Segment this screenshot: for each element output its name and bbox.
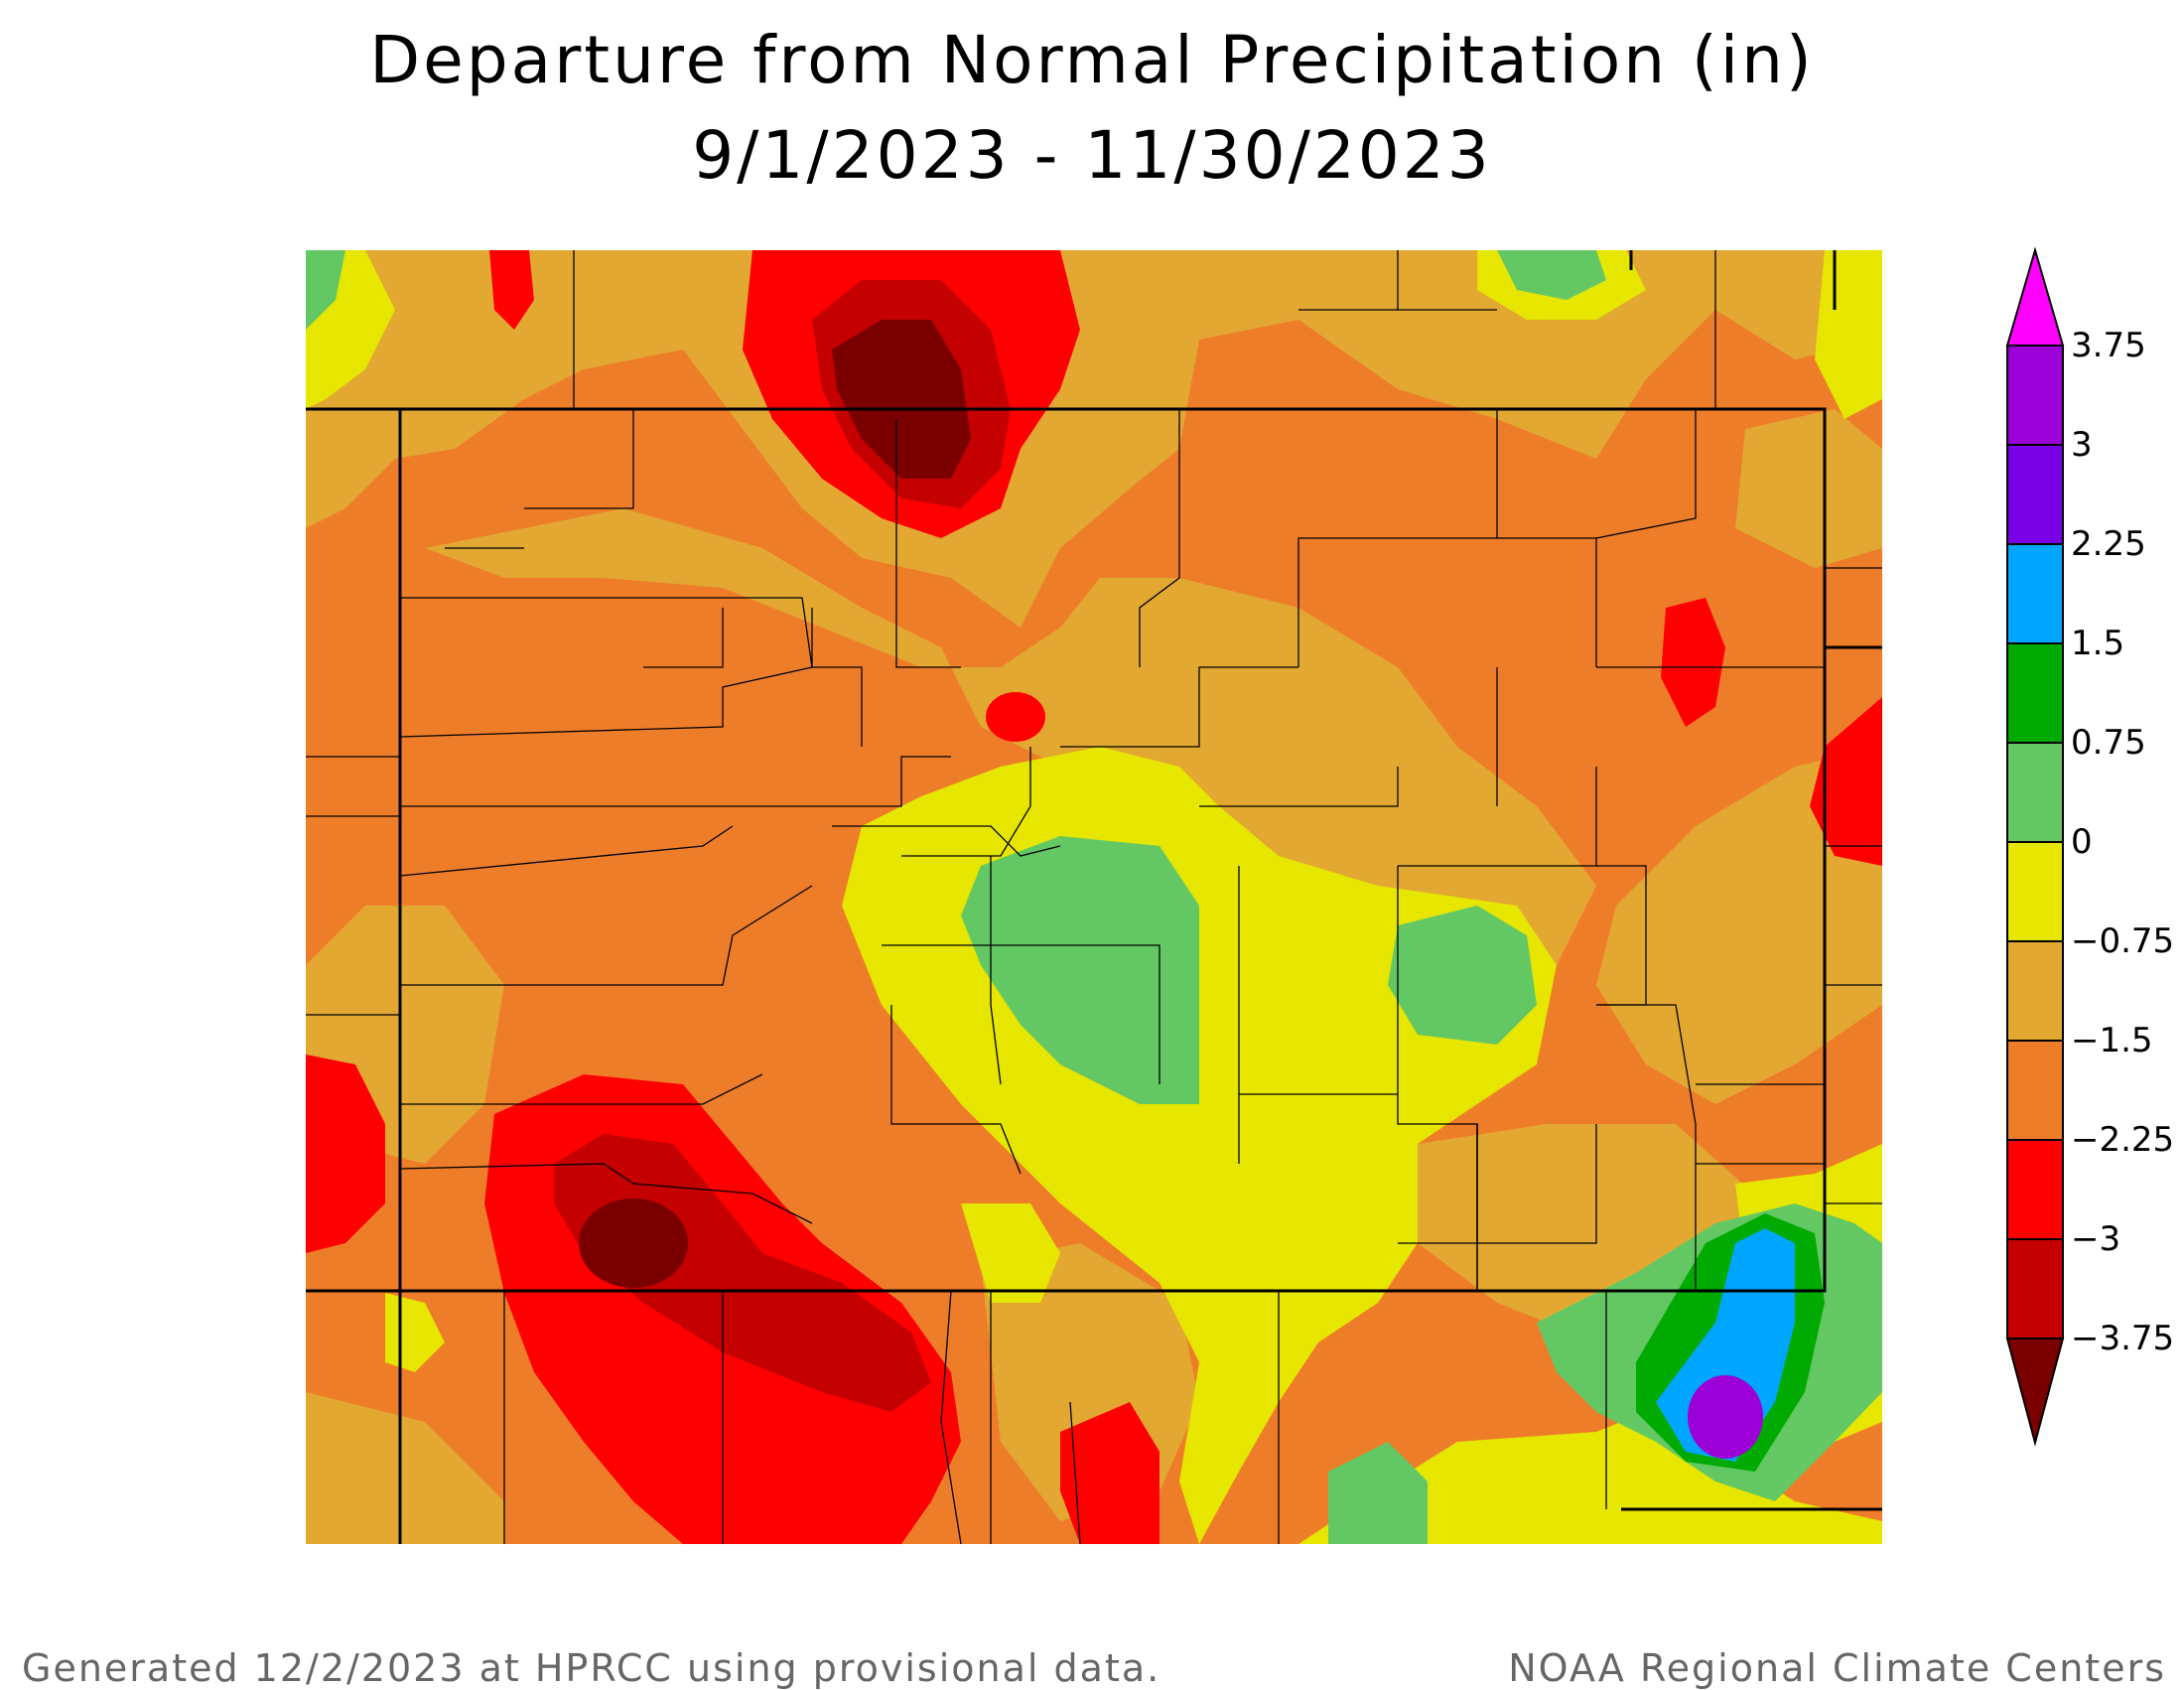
legend-label-0.75: 0.75 (2071, 723, 2146, 763)
county-boundaries (306, 250, 1882, 1544)
legend-label-neg3: −3 (2071, 1219, 2121, 1259)
legend-label-3.75: 3.75 (2071, 326, 2146, 365)
contour-2.25-to-3 (1688, 1375, 1763, 1459)
legend-3-to-3.75 (2006, 345, 2064, 446)
legend-label-3: 3 (2071, 425, 2093, 465)
legend-label-0: 0 (2071, 822, 2093, 862)
legend-below-min (2005, 1338, 2065, 1447)
legend-label-1.5: 1.5 (2071, 624, 2125, 663)
legend-neg3.75-to-neg3 (2006, 1238, 2064, 1339)
legend-label-neg0.75: −0.75 (2071, 921, 2175, 961)
legend-0-to-0.75 (2006, 742, 2064, 843)
legend-label-2.25: 2.25 (2071, 524, 2146, 564)
legend-label-neg1.5: −1.5 (2071, 1021, 2153, 1060)
source-credit: NOAA Regional Climate Centers (1508, 1646, 2166, 1690)
legend-2.25-to-3 (2006, 444, 2064, 545)
map-title: Departure from Normal Precipitation (in) (369, 22, 1815, 98)
legend-neg3-to-neg2.25 (2006, 1139, 2064, 1240)
legend-neg1.5-to-neg0.75 (2006, 940, 2064, 1042)
legend-neg0.75-to-0 (2006, 841, 2064, 942)
legend-neg2.25-to-neg1.5 (2006, 1040, 2064, 1141)
legend-0.75-to-1.5 (2006, 642, 2064, 744)
contour-below-neg3.75 (579, 320, 971, 1288)
legend-label-neg2.25: −2.25 (2071, 1120, 2175, 1160)
map-date-range: 9/1/2023 - 11/30/2023 (692, 117, 1492, 194)
legend-1.5-to-2.25 (2006, 543, 2064, 644)
color-legend: 3.75 3 2.25 1.5 0.75 0 −0.75 −1.5 −2.25 … (2005, 246, 2184, 1458)
legend-label-neg3.75: −3.75 (2071, 1319, 2175, 1358)
precipitation-departure-map (306, 250, 1882, 1544)
generated-note: Generated 12/2/2023 at HPRCC using provi… (22, 1646, 1161, 1690)
legend-above-max (2005, 246, 2065, 347)
